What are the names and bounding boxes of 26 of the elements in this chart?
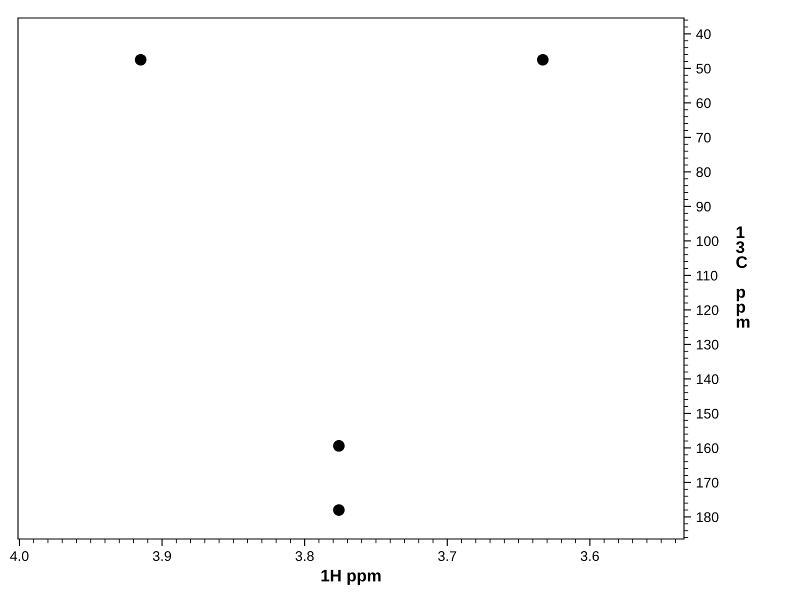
y-tick-label: 160 xyxy=(696,443,718,454)
y-tick-label: 80 xyxy=(696,167,711,178)
point xyxy=(333,504,345,516)
y-tick-label: 130 xyxy=(696,340,718,350)
y-tick-label: 120 xyxy=(696,305,718,316)
x-tick-label: 3.6 xyxy=(580,551,599,562)
point xyxy=(333,440,345,452)
x-axis-title: 1H ppm xyxy=(321,570,381,585)
x-tick-label: 3.8 xyxy=(296,551,314,562)
point xyxy=(537,54,549,66)
text: 13C ppm xyxy=(736,226,750,328)
y-tick-label: 150 xyxy=(696,408,718,419)
y-tick-label: 180 xyxy=(696,512,718,522)
point xyxy=(134,54,146,66)
x-tick-label: 3.7 xyxy=(438,551,456,562)
x-tick-label: 4.0 xyxy=(10,551,29,562)
y-tick-label: 70 xyxy=(696,132,711,143)
y-tick-label: 100 xyxy=(696,236,718,246)
y-tick-label: 60 xyxy=(696,98,711,108)
y-tick-label: 40 xyxy=(696,29,711,40)
y-tick-label: 140 xyxy=(696,374,718,384)
x-tick-label: 3.9 xyxy=(152,551,172,562)
y-tick-label: 110 xyxy=(696,270,718,281)
y-tick-label: 90 xyxy=(696,202,711,212)
y-tick-label: 170 xyxy=(696,478,718,488)
y-tick-label: 50 xyxy=(696,64,711,74)
